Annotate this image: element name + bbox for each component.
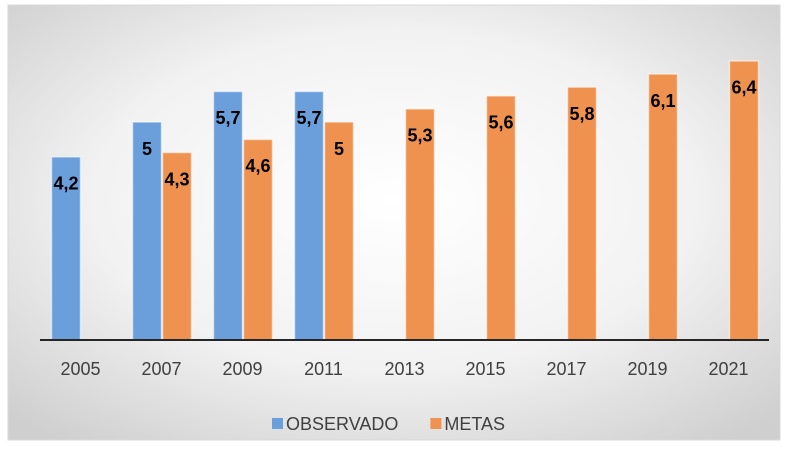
data-label: 5,8 (569, 104, 594, 124)
data-label: 4,6 (245, 156, 270, 176)
data-label: 5,6 (488, 113, 513, 133)
bar (293, 90, 325, 341)
bar (485, 95, 517, 341)
data-label: 5,7 (215, 108, 240, 128)
data-label: 5,3 (407, 126, 432, 146)
data-label: 6,4 (731, 78, 756, 98)
x-tick-label: 2013 (384, 359, 424, 379)
data-label: 5 (142, 139, 152, 159)
bar (566, 86, 598, 341)
x-tick-label: 2009 (222, 359, 262, 379)
x-tick-label: 2019 (627, 359, 667, 379)
bar (50, 156, 82, 341)
bar (728, 60, 760, 341)
data-label: 5 (334, 139, 344, 159)
x-tick-label: 2015 (465, 359, 505, 379)
x-tick-label: 2007 (141, 359, 181, 379)
x-tick-label: 2011 (304, 359, 343, 379)
legend-label: OBSERVADO (286, 414, 398, 434)
data-label: 4,3 (164, 169, 189, 189)
legend-swatch (430, 418, 442, 429)
bar (161, 151, 193, 341)
bar (647, 73, 679, 341)
bar (323, 121, 355, 341)
x-tick-label: 2021 (708, 359, 748, 379)
data-label: 6,1 (650, 91, 675, 111)
data-label: 5,7 (296, 108, 321, 128)
legend-swatch (272, 418, 283, 429)
legend-label: METAS (444, 414, 505, 434)
x-tick-label: 2005 (60, 359, 100, 379)
bar (212, 90, 244, 341)
x-tick-label: 2017 (546, 359, 586, 379)
data-label: 4,2 (53, 174, 78, 194)
